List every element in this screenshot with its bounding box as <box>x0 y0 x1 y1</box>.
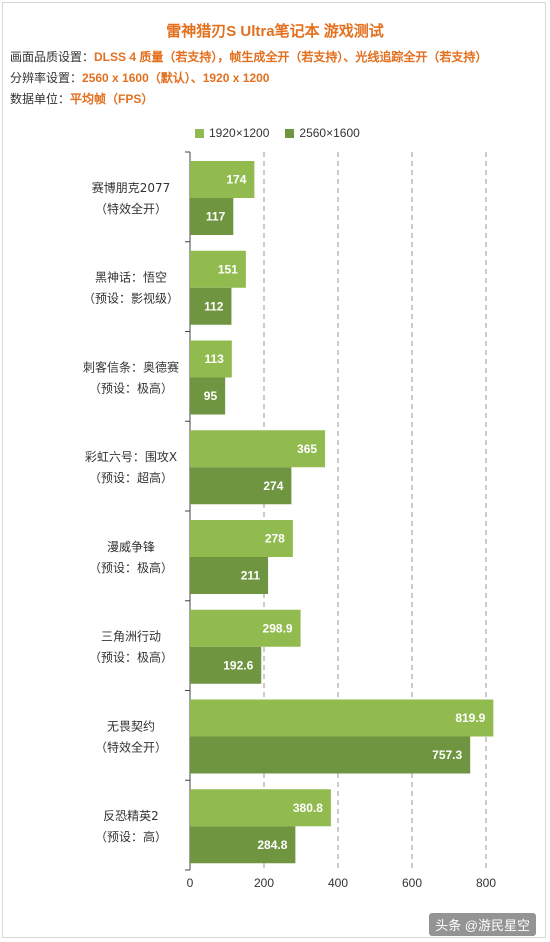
legend-swatch-series2 <box>285 128 295 138</box>
bar-value-label: 278 <box>265 532 285 546</box>
category-sublabel: （预设：极高） <box>89 560 173 575</box>
meta-row-resolution: 分辨率设置：2560 x 1600（默认）、1920 x 1200 <box>10 70 269 86</box>
category-sublabel: （预设：极高） <box>89 650 173 665</box>
meta-resolution-value: 2560 x 1600（默认）、1920 x 1200 <box>82 71 270 85</box>
bar-value-label: 192.6 <box>223 658 253 672</box>
meta-resolution-label: 分辨率设置： <box>10 71 83 85</box>
meta-unit-label: 数据单位： <box>10 92 71 106</box>
category-sublabel: （预设：高） <box>95 829 167 844</box>
bar-1920x1200 <box>190 340 232 378</box>
bar-1920x1200 <box>190 699 494 737</box>
bar-2560x1600 <box>190 287 232 325</box>
category-label: 漫威争锋 <box>107 540 155 554</box>
bar-value-label: 174 <box>226 173 246 187</box>
bar-1920x1200 <box>190 609 301 647</box>
meta-row-unit: 数据单位：平均帧（FPS） <box>10 91 153 107</box>
chart-title: 雷神猎刃S Ultra笔记本 游戏测试 <box>166 23 384 40</box>
legend-item-series1: 1920×1200 <box>195 126 269 140</box>
bar-2560x1600 <box>190 646 262 684</box>
bar-2560x1600 <box>190 377 226 415</box>
bar-2560x1600 <box>190 557 269 594</box>
category-label: 刺客信条：奥德赛 <box>83 359 179 374</box>
category-label: 无畏契约 <box>107 718 155 733</box>
legend-label-series1: 1920×1200 <box>209 126 270 140</box>
watermark: 头条 @游民星空 <box>429 913 536 936</box>
category-sublabel: （特效全开） <box>95 739 167 754</box>
bar-value-label: 95 <box>204 389 218 403</box>
bar-value-label: 284.8 <box>257 838 287 852</box>
category-label: 赛博朋克2077 <box>92 180 171 195</box>
x-tick-label: 800 <box>476 876 496 890</box>
meta-row-quality: 画面品质设置：DLSS 4 质量（若支持），帧生成全开（若支持）、光线追踪全开（… <box>10 49 487 65</box>
bar-value-label: 365 <box>297 442 317 456</box>
x-tick-label: 0 <box>187 876 194 890</box>
bar-1920x1200 <box>190 789 331 827</box>
category-label: 黑神话：悟空 <box>95 270 167 285</box>
category-sublabel: （特效全开） <box>95 201 167 216</box>
chart-legend: 1920×1200 2560×1600 <box>195 126 360 140</box>
bar-value-label: 151 <box>218 262 238 276</box>
category-sublabel: （预设：影视级） <box>83 291 179 306</box>
bar-value-label: 117 <box>206 210 226 224</box>
category-label: 三角洲行动 <box>101 630 161 644</box>
legend-item-series2: 2560×1600 <box>285 126 360 140</box>
bar-1920x1200 <box>190 250 246 288</box>
meta-unit-value: 平均帧（FPS） <box>70 92 154 106</box>
bar-value-label: 211 <box>241 569 261 583</box>
bar-1920x1200 <box>190 161 255 198</box>
bar-value-label: 113 <box>204 352 224 366</box>
bar-value-label: 298.9 <box>263 621 293 635</box>
category-label: 彩虹六号：围攻X <box>85 450 177 464</box>
bar-1920x1200 <box>190 520 293 557</box>
x-tick-label: 600 <box>402 876 422 890</box>
bar-value-label: 112 <box>204 299 224 313</box>
legend-label-series2: 2560×1600 <box>299 126 360 140</box>
bar-value-label: 757.3 <box>432 748 462 762</box>
meta-quality-label: 画面品质设置： <box>10 50 95 64</box>
bar-2560x1600 <box>190 467 292 505</box>
legend-swatch-series1 <box>195 128 204 138</box>
bar-2560x1600 <box>190 736 471 774</box>
category-sublabel: （预设：超高） <box>89 470 173 485</box>
category-label: 反恐精英2 <box>103 809 159 823</box>
x-tick-label: 200 <box>254 876 274 890</box>
bar-value-label: 274 <box>263 479 283 493</box>
category-sublabel: （预设：极高） <box>89 380 173 395</box>
meta-quality-value: DLSS 4 质量（若支持），帧生成全开（若支持）、光线追踪全开（若支持） <box>94 50 488 64</box>
bar-1920x1200 <box>190 430 326 468</box>
bar-2560x1600 <box>190 198 234 235</box>
x-tick-label: 400 <box>328 876 348 890</box>
bar-2560x1600 <box>190 826 296 864</box>
bar-value-label: 819.9 <box>455 711 485 725</box>
bar-value-label: 380.8 <box>293 801 323 815</box>
